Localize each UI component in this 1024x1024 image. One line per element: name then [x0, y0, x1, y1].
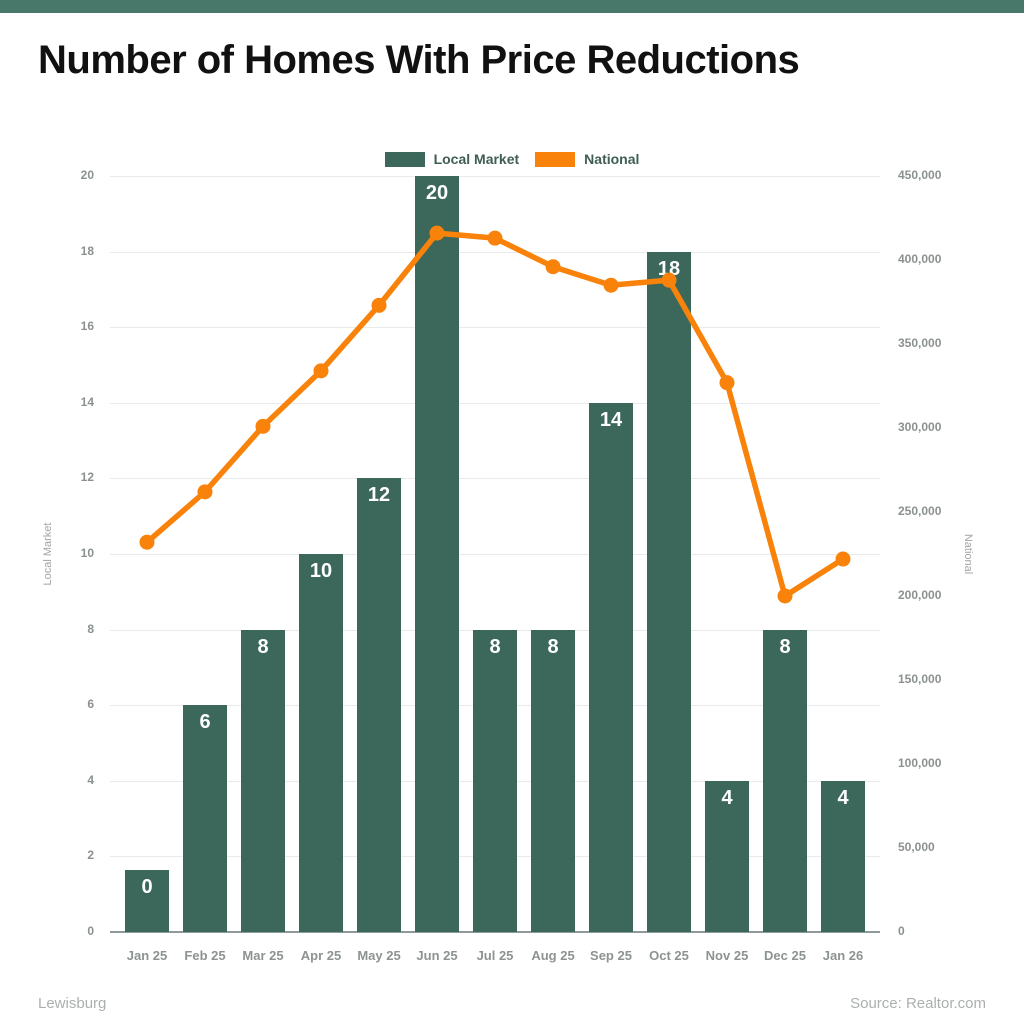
national-line-point: [313, 363, 329, 379]
legend-item-national: National: [535, 151, 639, 167]
local-market-bar: 12: [357, 478, 401, 932]
national-line-point: [371, 297, 387, 313]
bar-value-label: 6: [199, 711, 211, 734]
right-axis-tick-label: 450,000: [898, 168, 942, 182]
local-market-bar: 8: [473, 629, 517, 932]
x-axis-tick-label: Aug 25: [531, 948, 575, 963]
gridline: [110, 176, 880, 177]
national-line-point: [719, 375, 735, 391]
right-axis-tick-label: 150,000: [898, 672, 942, 686]
bar-value-label: 8: [547, 635, 559, 658]
local-market-bar: 20: [415, 176, 459, 932]
right-axis-tick-label: 400,000: [898, 252, 942, 266]
gridline: [110, 554, 880, 555]
local-market-bar: 8: [241, 629, 285, 932]
local-market-bar: 0: [125, 870, 169, 932]
left-axis-tick-label: 16: [80, 319, 94, 334]
x-axis-tick-label: Apr 25: [300, 948, 342, 963]
x-axis-tick-label: Dec 25: [764, 948, 806, 963]
bar-value-label: 4: [721, 786, 733, 809]
right-axis-tick-label: 0: [898, 924, 905, 938]
plot-area: 0 6 8 10 12 20 8 8 14 18 4 8 4: [110, 176, 880, 933]
national-line-chart: [139, 225, 851, 604]
national-line-point: [197, 484, 213, 500]
national-swatch-icon: [535, 151, 576, 167]
left-axis-tick-label: 10: [80, 546, 94, 560]
right-axis-title: National: [962, 533, 974, 575]
x-axis-tick-label: Mar 25: [242, 948, 284, 963]
national-line-point: [777, 588, 793, 604]
national-line-point: [545, 259, 561, 275]
bar-value-label: 8: [257, 635, 269, 658]
gridline: [110, 478, 880, 480]
gridline: [110, 402, 880, 404]
right-axis-tick-label: 200,000: [898, 588, 942, 602]
page-title: Number of Homes With Price Reductions: [38, 38, 800, 82]
footer-source-label: Source: Realtor.com: [850, 995, 986, 1012]
x-axis-tick-label: May 25: [357, 948, 401, 963]
x-axis-tick-label: Jan 26: [822, 948, 864, 963]
local-market-bar: 10: [299, 554, 343, 932]
left-axis-tick-label: 8: [87, 621, 94, 636]
left-axis-tick-label: 2: [87, 848, 94, 863]
national-line-point: [139, 534, 155, 550]
right-axis-tick-label: 350,000: [898, 336, 942, 350]
local-market-swatch-icon: [384, 151, 425, 167]
right-axis-tick-label: 300,000: [898, 420, 942, 434]
national-line-point: [429, 225, 445, 241]
x-axis-tick-label: Nov 25: [705, 948, 749, 963]
local-market-bar: 18: [647, 251, 691, 932]
bar-value-label: 18: [657, 257, 681, 280]
top-accent-bar: [0, 0, 1024, 13]
national-line-point: [603, 277, 619, 293]
bar-value-label: 0: [141, 876, 153, 898]
national-line-point: [255, 418, 271, 434]
x-axis-tick-label: Oct 25: [649, 948, 689, 963]
x-axis-tick-label: Jan 25: [126, 948, 168, 963]
x-axis-baseline: [110, 931, 880, 933]
x-axis-tick-label: Jul 25: [476, 948, 514, 963]
legend-item-local-market: Local Market: [384, 151, 520, 167]
x-axis-tick-label: Jun 25: [416, 948, 458, 963]
left-axis-tick-label: 14: [80, 394, 94, 409]
left-axis-tick-label: 4: [87, 772, 94, 787]
x-axis-tick-label: Feb 25: [184, 948, 226, 963]
local-market-bar: 14: [589, 402, 633, 932]
gridline: [110, 327, 880, 329]
national-line-point: [661, 272, 677, 288]
national-line-point: [835, 551, 851, 567]
local-market-bar: 4: [705, 780, 749, 932]
bar-value-label: 20: [425, 182, 449, 204]
bar-value-label: 10: [309, 560, 333, 582]
local-market-bar: 4: [821, 780, 865, 932]
footer-location-label: Lewisburg: [38, 995, 107, 1012]
bar-value-label: 8: [489, 635, 501, 658]
local-market-bar: 6: [183, 705, 227, 932]
legend-label-national: National: [584, 151, 640, 167]
gridline: [110, 251, 880, 253]
bar-value-label: 8: [779, 635, 791, 658]
bar-value-label: 12: [367, 484, 391, 507]
legend-label-local-market: Local Market: [433, 151, 520, 167]
left-axis-tick-label: 6: [87, 697, 94, 712]
local-market-bar: 8: [763, 629, 807, 932]
left-axis-tick-label: 20: [80, 168, 94, 182]
national-line-point: [487, 230, 503, 246]
left-axis-tick-label: 18: [80, 243, 94, 258]
local-market-bar: 8: [531, 629, 575, 932]
bar-value-label: 4: [837, 786, 849, 809]
chart-legend: Local Market National: [0, 151, 1024, 167]
right-axis-tick-label: 100,000: [898, 756, 942, 770]
right-axis-tick-label: 50,000: [898, 840, 935, 854]
right-axis-tick-label: 250,000: [898, 504, 942, 518]
bar-value-label: 14: [599, 408, 623, 431]
left-axis-tick-label: 0: [87, 924, 94, 938]
left-axis-tick-label: 12: [80, 470, 94, 485]
x-axis-tick-label: Sep 25: [590, 948, 632, 963]
national-line: [144, 230, 846, 599]
